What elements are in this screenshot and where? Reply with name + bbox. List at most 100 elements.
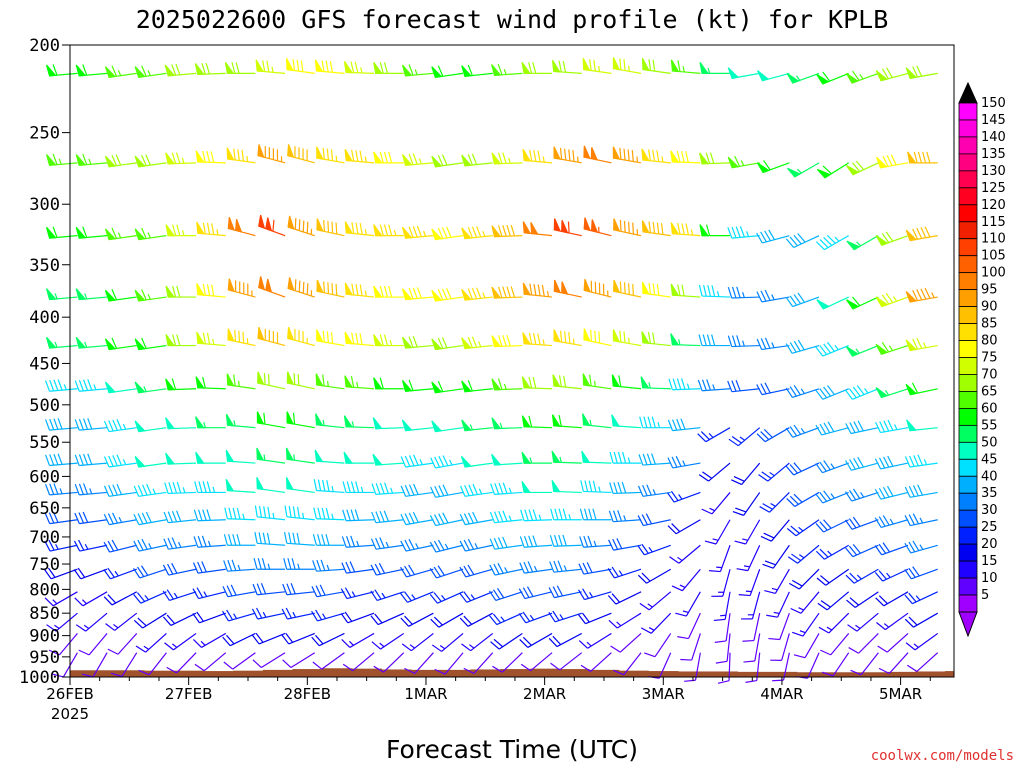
barb-half — [439, 644, 446, 650]
wind-barb — [285, 477, 315, 494]
barb-pennant — [521, 415, 532, 428]
barb-pennant — [553, 329, 561, 343]
barb-full — [374, 589, 382, 600]
barb-pennant — [846, 299, 860, 310]
wind-barb — [770, 633, 790, 661]
barb-full — [141, 565, 149, 576]
wind-barb — [401, 287, 434, 301]
terrain-block — [737, 671, 768, 677]
barb-full — [787, 556, 798, 564]
barb-full — [355, 222, 359, 235]
barb-shaft — [414, 652, 434, 674]
barb-full — [82, 226, 88, 238]
barb-pennant — [265, 278, 273, 294]
barb-full — [342, 481, 347, 493]
wind-barb — [906, 419, 938, 432]
barb-pennant — [196, 331, 205, 345]
barb-full — [640, 627, 652, 634]
barb-shaft — [496, 612, 523, 626]
barb-full — [317, 479, 322, 491]
barb-full — [646, 484, 652, 496]
barb-full — [760, 338, 767, 350]
barb-full — [849, 572, 859, 582]
barb-full — [192, 562, 199, 574]
wind-barb — [815, 341, 849, 357]
barb-full — [82, 153, 88, 165]
barb-full — [108, 455, 114, 467]
barb-shaft — [731, 344, 760, 348]
barb-full — [553, 535, 559, 547]
barb-full — [321, 534, 326, 546]
barb-full — [706, 334, 712, 346]
barb-full — [492, 613, 502, 624]
barb-full — [354, 509, 360, 521]
barb-full — [315, 634, 324, 645]
barb-full — [913, 455, 919, 467]
wind-barb — [699, 224, 731, 237]
wind-barb — [581, 450, 612, 464]
wind-barb — [134, 289, 167, 302]
barb-pennant — [195, 416, 205, 429]
wind-barb — [401, 153, 434, 166]
barb-shaft — [317, 612, 345, 622]
barb-full — [756, 338, 763, 350]
wind-barb — [491, 63, 523, 76]
barb-pennant — [315, 373, 324, 387]
barb-shaft — [80, 568, 108, 580]
wind-barb — [287, 144, 315, 164]
barb-full — [855, 160, 865, 171]
barb-full — [176, 334, 181, 346]
wind-barb — [48, 633, 78, 656]
barb-full — [312, 661, 323, 670]
wind-barb — [641, 281, 671, 298]
barb-full — [408, 379, 414, 391]
colorbar-swatch — [958, 306, 978, 324]
barb-full — [559, 147, 563, 160]
barb-pennant — [314, 59, 324, 73]
terrain-block — [262, 669, 293, 677]
credit-link[interactable]: coolwx.com/models — [871, 748, 1014, 764]
barb-full — [792, 579, 803, 587]
barb-full — [383, 224, 389, 236]
colorbar-swatch — [958, 170, 978, 189]
barb-half — [508, 515, 512, 522]
wind-barb — [491, 453, 523, 466]
barb-full — [261, 558, 267, 570]
wind-barb — [254, 532, 286, 546]
barb-full — [492, 665, 503, 673]
barb-full — [847, 624, 858, 632]
colorbar-swatch — [958, 407, 978, 426]
wind-barb — [699, 152, 731, 165]
wind-barb — [732, 492, 761, 516]
wind-barb — [551, 414, 582, 429]
barb-full — [709, 570, 721, 573]
barb-full — [408, 226, 414, 238]
wind-barb — [223, 652, 256, 670]
wind-barb — [343, 61, 375, 74]
barb-shaft — [524, 544, 553, 548]
barb-full — [745, 679, 757, 683]
wind-barb — [45, 379, 78, 392]
barb-shaft — [756, 652, 761, 681]
barb-full — [408, 538, 415, 550]
barb-shaft — [791, 345, 820, 354]
barb-half — [418, 158, 422, 165]
barb-full — [433, 566, 441, 577]
barb-full — [815, 493, 824, 504]
barb-full — [912, 540, 920, 551]
barb-full — [404, 565, 412, 577]
barb-pennant — [225, 413, 235, 427]
barb-shaft — [229, 632, 256, 647]
wind-barb — [845, 568, 879, 584]
wind-barb — [194, 62, 226, 75]
barb-shaft — [232, 652, 256, 670]
wind-barb — [815, 460, 849, 474]
barb-full — [78, 649, 90, 656]
barb-full — [762, 503, 773, 510]
barb-full — [297, 373, 300, 386]
barb-pennant — [343, 415, 354, 428]
barb-pennant — [373, 224, 383, 237]
barb-half — [499, 422, 503, 429]
plot-area — [69, 44, 955, 678]
barb-full — [168, 482, 173, 494]
